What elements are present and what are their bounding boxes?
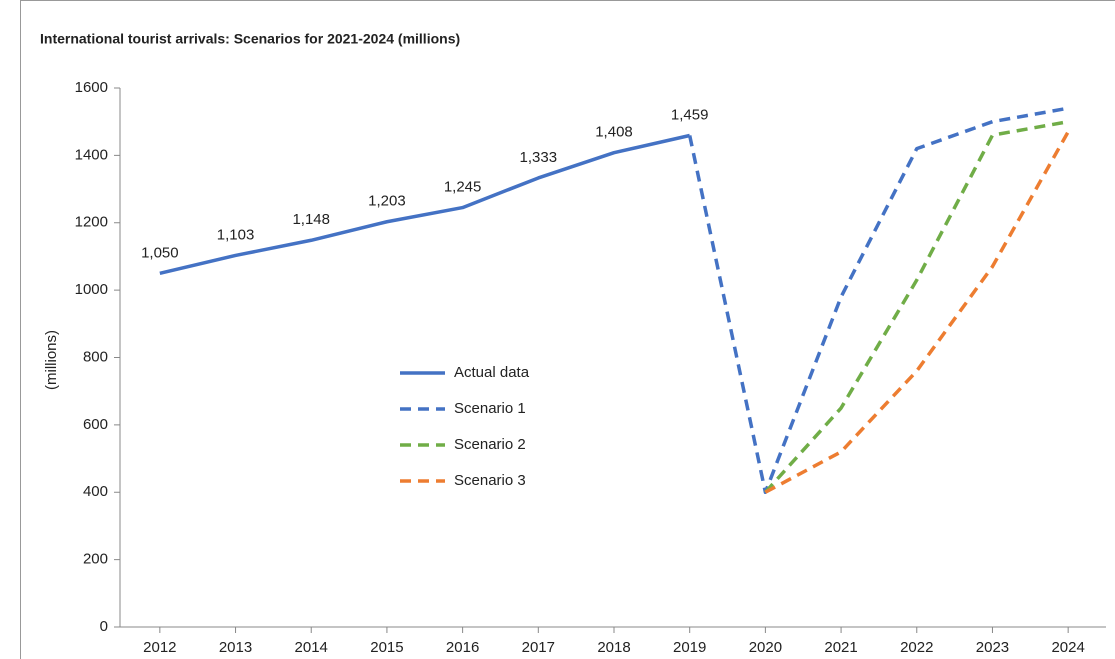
y-tick-label: 1600 bbox=[75, 79, 108, 96]
series-line bbox=[764, 119, 1069, 494]
y-tick-label: 400 bbox=[83, 483, 108, 500]
x-tick-label: 2013 bbox=[219, 639, 252, 656]
y-tick-label: 0 bbox=[100, 618, 108, 635]
legend-label: Actual data bbox=[454, 364, 530, 381]
data-label: 1,050 bbox=[141, 244, 179, 261]
series-line bbox=[159, 133, 691, 275]
series-line bbox=[764, 130, 1070, 494]
x-tick-label: 2016 bbox=[446, 639, 479, 656]
y-tick-label: 1000 bbox=[75, 281, 108, 298]
y-tick-label: 1400 bbox=[75, 146, 108, 163]
y-tick-label: 200 bbox=[83, 551, 108, 568]
x-tick-label: 2014 bbox=[295, 639, 328, 656]
legend-label: Scenario 1 bbox=[454, 400, 526, 417]
data-label: 1,333 bbox=[520, 149, 558, 166]
y-tick-label: 1200 bbox=[75, 214, 108, 231]
data-label: 1,148 bbox=[292, 211, 330, 228]
data-label: 1,203 bbox=[368, 193, 406, 210]
data-label: 1,408 bbox=[595, 124, 633, 141]
x-tick-label: 2017 bbox=[522, 639, 555, 656]
chart-frame bbox=[20, 0, 1115, 659]
x-tick-label: 2021 bbox=[824, 639, 857, 656]
data-label: 1,459 bbox=[671, 106, 709, 123]
y-tick-label: 600 bbox=[83, 416, 108, 433]
x-tick-label: 2015 bbox=[370, 639, 403, 656]
legend-label: Scenario 3 bbox=[454, 472, 526, 489]
y-tick-label: 800 bbox=[83, 348, 108, 365]
x-tick-label: 2012 bbox=[143, 639, 176, 656]
x-tick-label: 2018 bbox=[597, 639, 630, 656]
x-tick-label: 2023 bbox=[976, 639, 1009, 656]
x-tick-label: 2022 bbox=[900, 639, 933, 656]
data-label: 1,245 bbox=[444, 179, 482, 196]
x-tick-label: 2024 bbox=[1051, 639, 1084, 656]
series-line bbox=[687, 106, 1069, 494]
data-label: 1,103 bbox=[217, 226, 255, 243]
x-tick-label: 2020 bbox=[749, 639, 782, 656]
chart-title: International tourist arrivals: Scenario… bbox=[40, 31, 460, 47]
x-tick-label: 2019 bbox=[673, 639, 706, 656]
y-axis-label: (millions) bbox=[43, 330, 60, 390]
legend-label: Scenario 2 bbox=[454, 436, 526, 453]
